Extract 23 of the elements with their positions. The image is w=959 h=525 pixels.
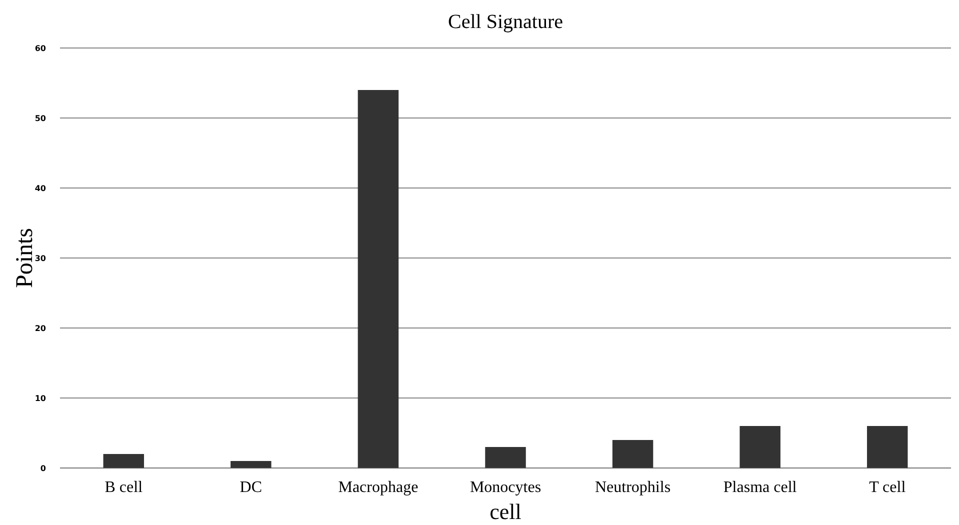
bar <box>612 440 654 468</box>
y-tick-label: 30 <box>34 254 46 263</box>
y-tick-label: 10 <box>34 394 46 403</box>
x-tick-label: Monocytes <box>470 479 542 496</box>
bar <box>866 426 908 468</box>
y-tick-label: 40 <box>34 184 46 193</box>
y-tick-label: 60 <box>34 44 46 53</box>
bar <box>230 461 272 468</box>
y-tick-label: 50 <box>34 114 46 123</box>
bar <box>740 426 780 468</box>
chart-title: Cell Signature <box>448 11 564 33</box>
x-tick-label: Macrophage <box>338 479 418 496</box>
x-tick-label: Plasma cell <box>723 479 798 496</box>
bar <box>358 90 399 468</box>
x-tick-label: DC <box>240 479 262 496</box>
bar <box>485 447 526 468</box>
bar <box>103 454 144 468</box>
x-axis-title: cell <box>490 499 522 524</box>
x-tick-label: B cell <box>104 479 144 496</box>
y-tick-label: 0 <box>40 464 46 473</box>
x-tick-label: Neutrophils <box>595 479 671 496</box>
y-tick-label: 20 <box>34 324 46 333</box>
x-tick-label: T cell <box>869 479 906 496</box>
